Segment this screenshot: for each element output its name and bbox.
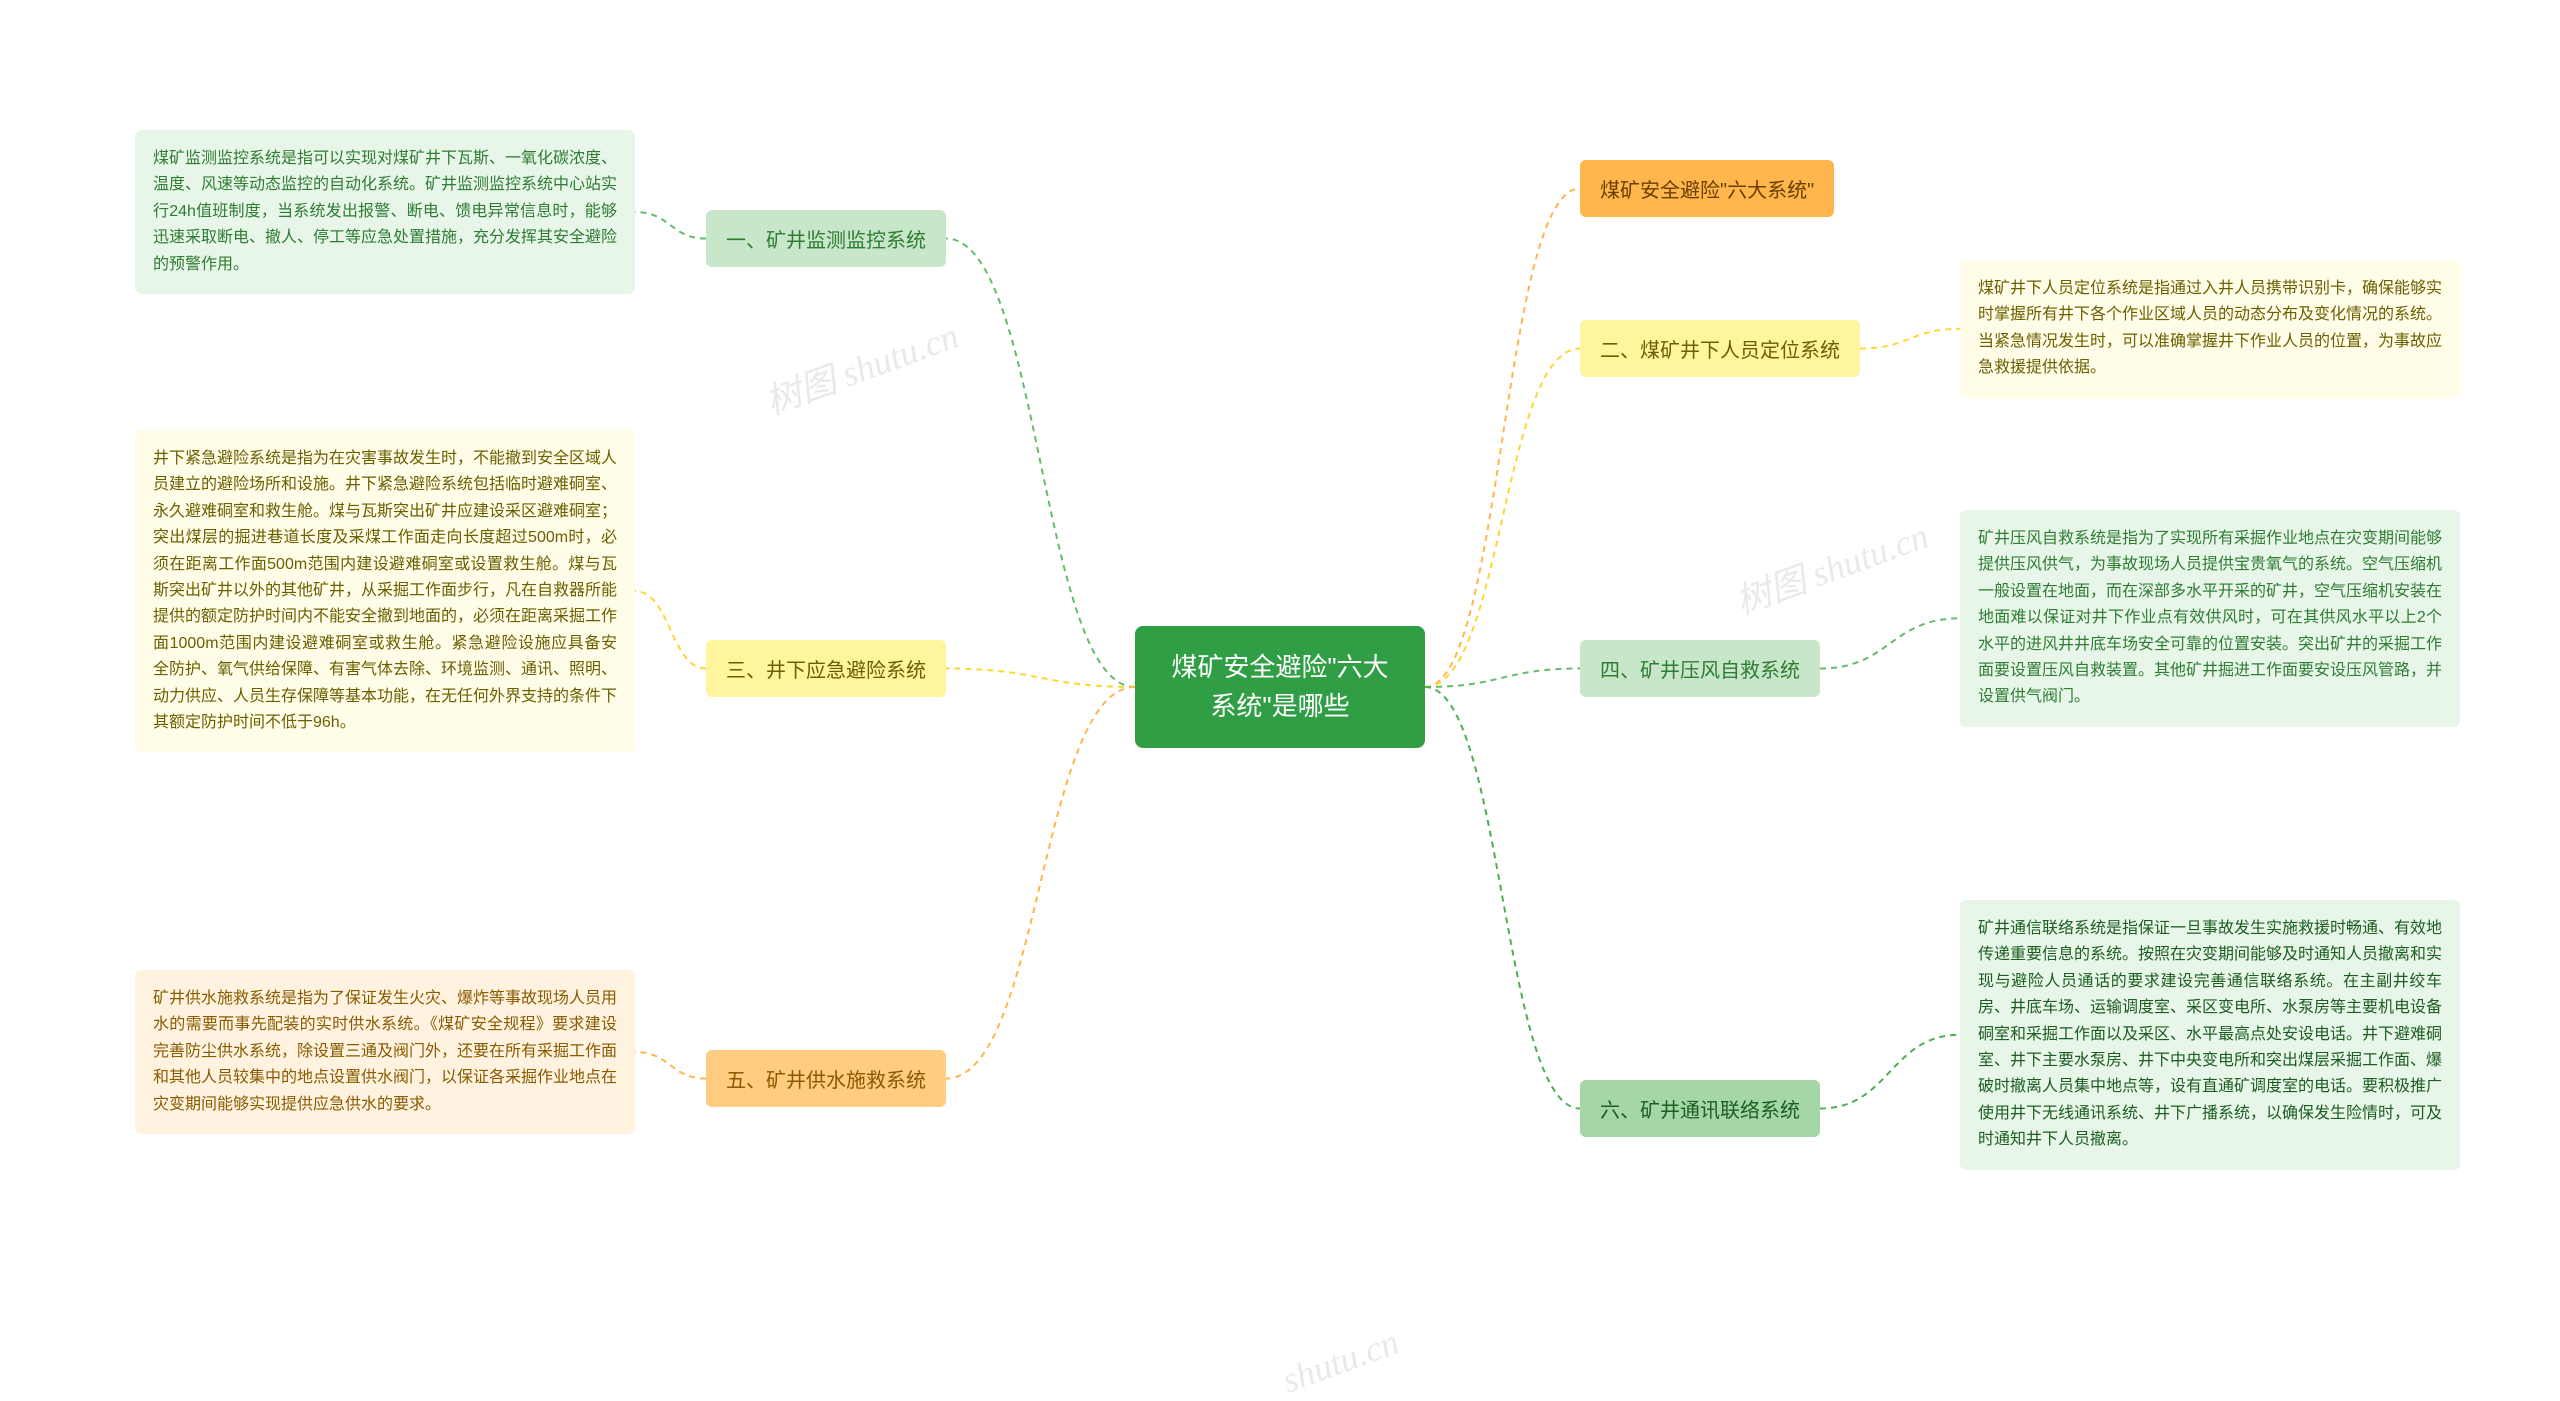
desc-node-b4: 矿井压风自救系统是指为了实现所有采掘作业地点在灾变期间能够提供压风供气，为事故现… (1960, 510, 2460, 727)
desc-node-b6: 矿井通信联络系统是指保证一旦事故发生实施救援时畅通、有效地传递重要信息的系统。按… (1960, 900, 2460, 1170)
branch-node-b0: 煤矿安全避险"六大系统" (1580, 160, 1834, 217)
watermark-1: 树图 shutu.cn (757, 307, 965, 425)
branch-node-b6: 六、矿井通讯联络系统 (1580, 1080, 1820, 1137)
desc-node-b2: 煤矿井下人员定位系统是指通过入井人员携带识别卡，确保能够实时掌握所有井下各个作业… (1960, 260, 2460, 398)
branch-node-b2: 二、煤矿井下人员定位系统 (1580, 320, 1860, 377)
branch-node-b4: 四、矿井压风自救系统 (1580, 640, 1820, 697)
desc-node-b5: 矿井供水施救系统是指为了保证发生火灾、爆炸等事故现场人员用水的需要而事先配装的实… (135, 970, 635, 1134)
branch-node-b3: 三、井下应急避险系统 (706, 640, 946, 697)
watermark-3: shutu.cn (1276, 1321, 1404, 1401)
watermark-2: 树图 shutu.cn (1727, 507, 1935, 625)
branch-node-b5: 五、矿井供水施救系统 (706, 1050, 946, 1107)
desc-node-b3: 井下紧急避险系统是指为在灾害事故发生时，不能撤到安全区域人员建立的避险场所和设施… (135, 430, 635, 752)
center-node: 煤矿安全避险"六大系统"是哪些 (1135, 626, 1425, 748)
branch-node-b1: 一、矿井监测监控系统 (706, 210, 946, 267)
desc-node-b1: 煤矿监测监控系统是指可以实现对煤矿井下瓦斯、一氧化碳浓度、温度、风速等动态监控的… (135, 130, 635, 294)
